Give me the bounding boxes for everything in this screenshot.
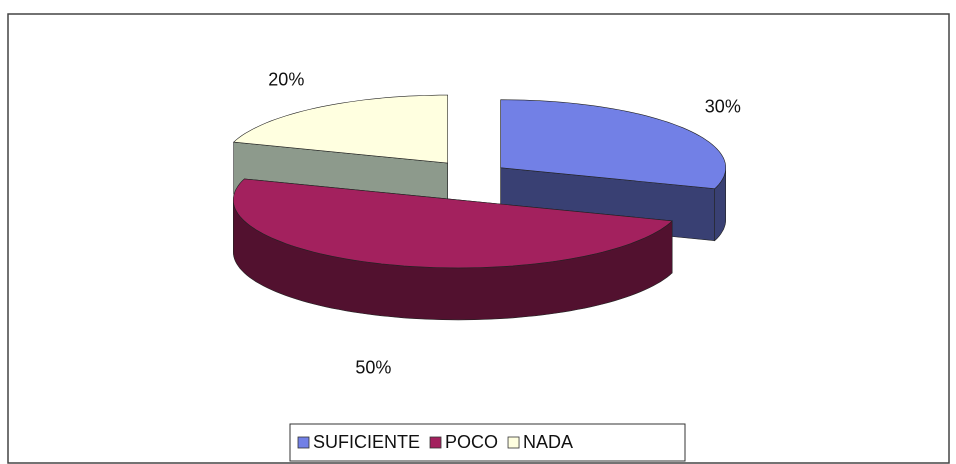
legend-label: SUFICIENTE <box>313 432 420 452</box>
slice-top <box>232 178 673 269</box>
legend-label: POCO <box>445 432 498 452</box>
slice-top <box>500 99 727 190</box>
pie: 30% 50% 20% <box>232 69 741 378</box>
legend-swatch <box>507 436 520 449</box>
slice-top <box>233 94 449 164</box>
legend: SUFICIENTE POCO NADA <box>297 432 573 452</box>
legend-swatch <box>429 436 442 449</box>
data-label: 30% <box>705 97 741 117</box>
legend-label: NADA <box>523 432 573 452</box>
legend-swatch <box>297 436 310 449</box>
legend-box <box>289 423 686 462</box>
data-label: 50% <box>355 358 391 378</box>
data-label: 20% <box>268 69 304 89</box>
